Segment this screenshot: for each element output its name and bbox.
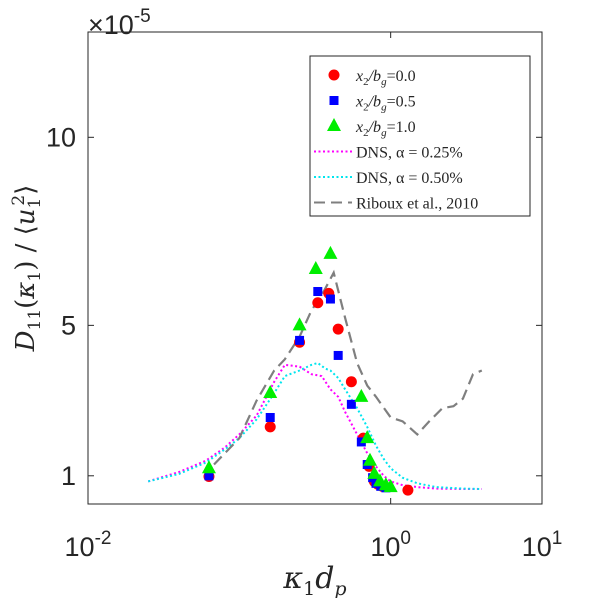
legend-label-5: Riboux et al., 2010 <box>356 196 478 213</box>
legend-symbol-2 <box>327 118 341 131</box>
series-0-point-6 <box>345 376 357 388</box>
x-label-kappa: κ <box>282 561 303 596</box>
series-1-point-1 <box>265 412 275 422</box>
series-layer <box>147 245 483 496</box>
series-1-point-5 <box>333 350 343 360</box>
legend: x2/bg=0.0 x2/bg=0.5 x2/bg=1.0 DNS, α = 0.25… <box>309 55 531 217</box>
series-2-point-6 <box>360 430 375 444</box>
legend-label-1: x2/bg=0.5 <box>355 94 416 114</box>
x-tick-exp-0: -2 <box>95 528 112 549</box>
series-1-point-2 <box>295 335 305 345</box>
legend-label-0: x2/bg=0.0 <box>355 68 416 88</box>
series-2-point-5 <box>354 388 369 402</box>
series-2-point-2 <box>292 317 307 331</box>
x-tick-label-2: 101 <box>522 528 563 562</box>
y-tick-label-1: 5 <box>61 310 76 340</box>
legend-items: x2/bg=0.0 x2/bg=0.5 x2/bg=1.0 DNS, α = 0.25… <box>314 68 478 213</box>
legend-symbol-1 <box>329 96 339 105</box>
series-1-point-3 <box>313 287 323 297</box>
legend-label-2: x2/bg=1.0 <box>355 119 416 139</box>
y-multiplier-base: ×10 <box>88 10 134 40</box>
series-0-point-1 <box>264 421 276 433</box>
x-tick-base-2: 10 <box>522 532 552 562</box>
y-axis-multiplier: ×10-5 <box>88 6 151 40</box>
series-2-point-3 <box>308 260 323 274</box>
x-axis-label: κ1dp <box>282 561 346 598</box>
y-multiplier-exp: -5 <box>134 6 151 27</box>
x-tick-base-0: 10 <box>65 532 95 562</box>
legend-symbol-0 <box>328 69 340 81</box>
legend-label-4: DNS, α = 0.50% <box>356 170 463 187</box>
x-tick-label-0: 10-2 <box>65 528 112 562</box>
series-2-point-8 <box>367 465 382 479</box>
series-2-point-7 <box>362 452 377 466</box>
series-2-point-4 <box>323 245 338 259</box>
series-line-3 <box>147 363 482 490</box>
x-tick-exp-2: 1 <box>552 528 563 549</box>
series-0-point-12 <box>402 484 414 496</box>
y-tick-label-0: 1 <box>61 461 76 491</box>
legend-box <box>309 55 531 217</box>
series-0-point-3 <box>312 297 324 309</box>
series-2-point-11 <box>383 479 398 493</box>
series-1-point-4 <box>325 294 335 304</box>
series-2-point-0 <box>201 460 216 474</box>
x-tick-label-1: 100 <box>370 528 411 562</box>
series-0-point-5 <box>332 323 344 335</box>
x-axis-ticks: 10-2 100 101 <box>65 32 563 562</box>
series-line-4 <box>147 361 482 490</box>
series-1-point-6 <box>346 399 356 409</box>
x-label-kappa-sub: 1 <box>303 578 315 598</box>
x-tick-exp-1: 0 <box>400 528 411 549</box>
series-line-5 <box>213 269 483 466</box>
legend-label-3: DNS, α = 0.25% <box>356 145 463 162</box>
x-label-d: d <box>315 561 334 596</box>
series-2-point-1 <box>263 385 278 399</box>
series-1-point-0 <box>204 471 214 481</box>
y-tick-label-2: 10 <box>46 122 76 152</box>
x-tick-base-1: 10 <box>370 532 400 562</box>
y-axis-label: D11(κ1) / ⟨u12⟩ <box>9 185 45 353</box>
x-label-d-sub: p <box>334 578 346 598</box>
